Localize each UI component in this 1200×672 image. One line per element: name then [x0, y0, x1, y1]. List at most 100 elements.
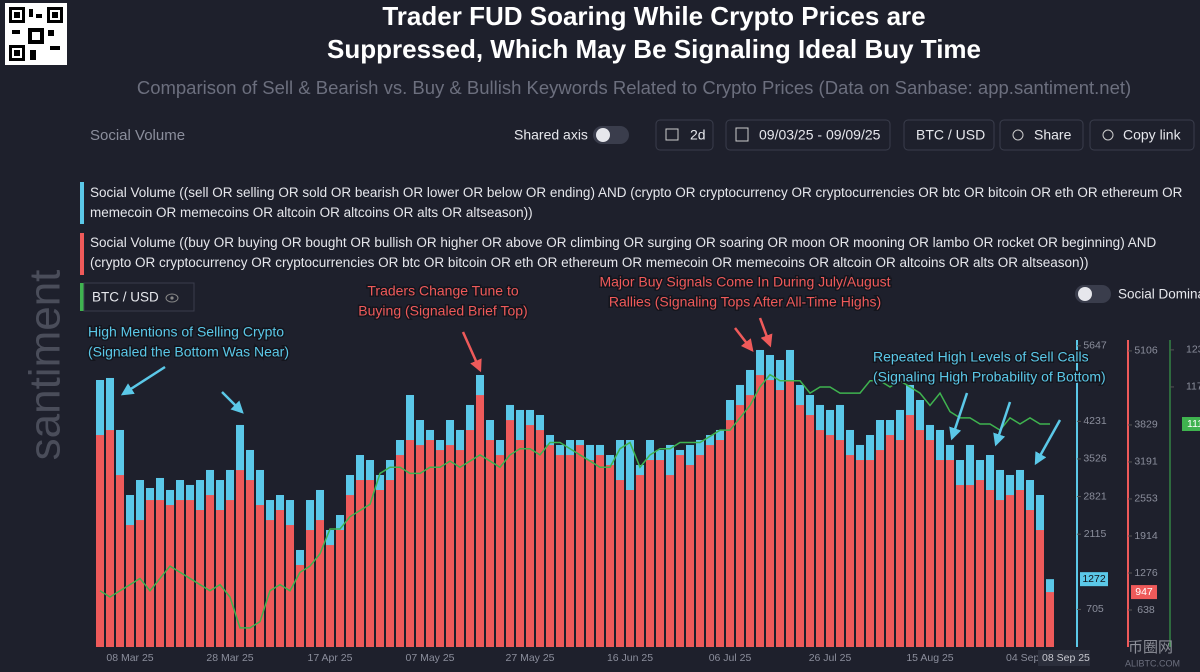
toggle[interactable]	[593, 126, 629, 144]
legend-swatch	[80, 283, 84, 311]
copy-link-button[interactable]: Copy link	[1089, 119, 1195, 151]
share-button[interactable]: Share	[999, 119, 1084, 151]
bar	[446, 445, 454, 647]
legend-text: Social Volume ((buy OR buying OR bought …	[90, 235, 1157, 270]
x-tick-label: 26 Jul 25	[809, 652, 852, 664]
y-tick-label: 2821	[1083, 490, 1107, 502]
bar	[816, 430, 824, 647]
bar	[296, 565, 304, 647]
legend-text: BTC / USD	[92, 290, 159, 305]
annotation: (Signaled the Bottom Was Near)	[88, 344, 289, 360]
toggle-label: Shared axis	[514, 127, 588, 143]
bar	[266, 520, 274, 647]
y-tick-label: 117	[1186, 381, 1200, 393]
bar	[966, 485, 974, 647]
legend-entry: Social Volume ((sell OR selling OR sold …	[90, 185, 1182, 220]
bar	[726, 420, 734, 647]
qr-code	[5, 3, 67, 65]
bar	[846, 455, 854, 647]
x-tick-label: 16 Jun 25	[607, 652, 653, 664]
bar	[1046, 592, 1054, 647]
bar	[736, 405, 744, 647]
bar	[666, 475, 674, 647]
date-range: 09/03/25 - 09/09/25	[759, 127, 881, 143]
bar	[696, 455, 704, 647]
bar	[146, 500, 154, 647]
bar	[286, 525, 294, 647]
y-tick-label: 2115	[1084, 528, 1107, 540]
bar	[416, 445, 424, 647]
bar	[126, 525, 134, 647]
x-tick-label: 08 Mar 25	[106, 652, 153, 664]
y-tick-label: 123	[1186, 344, 1200, 356]
bar	[586, 460, 594, 647]
bar	[336, 530, 344, 647]
bar	[106, 430, 114, 647]
bar	[506, 420, 514, 647]
bar	[376, 490, 384, 647]
annotation: Rallies (Signaling Tops After All-Time H…	[609, 294, 881, 310]
plot: 08 Mar 25 28 Mar 25 17 Apr 25 07 May 25 27 M…	[96, 340, 1200, 666]
bar	[396, 455, 404, 647]
eye-icon[interactable]	[165, 293, 179, 303]
bar	[996, 500, 1004, 647]
y-tick-label: 3829	[1134, 419, 1158, 431]
x-tick-label: 07 May 25	[405, 652, 454, 664]
bar	[626, 490, 634, 647]
y-tick-label: 5106	[1134, 345, 1158, 357]
bar	[926, 440, 934, 647]
bar	[636, 475, 644, 647]
bar	[326, 545, 334, 647]
bar	[546, 445, 554, 647]
toggle[interactable]	[1075, 285, 1111, 303]
bar	[486, 440, 494, 647]
bar	[386, 480, 394, 647]
bar	[656, 460, 664, 647]
crosshair-label-bg	[1038, 650, 1090, 666]
bar	[476, 395, 484, 647]
interval-button[interactable]: 2d	[655, 119, 714, 151]
bar	[576, 445, 584, 647]
y-tick-label: 705	[1086, 603, 1104, 615]
bar	[136, 520, 144, 647]
date-button[interactable]: 09/03/25 - 09/09/25	[725, 119, 891, 151]
bar	[176, 500, 184, 647]
bar	[196, 510, 204, 647]
bar	[246, 480, 254, 647]
subtitle: Comparison of Sell & Bearish vs. Buy & B…	[137, 77, 1131, 98]
x-tick-label: 28 Mar 25	[206, 652, 253, 664]
bar	[786, 380, 794, 647]
watermark: santiment	[21, 270, 70, 461]
share: Share	[1034, 127, 1072, 143]
value-badge	[1080, 572, 1108, 587]
bar	[956, 485, 964, 647]
bar	[836, 440, 844, 647]
bar	[566, 455, 574, 647]
x-tick-label: 27 May 25	[505, 652, 554, 664]
bar	[186, 500, 194, 647]
bar	[356, 480, 364, 647]
interval: 2d	[690, 127, 706, 143]
bar	[856, 460, 864, 647]
y-tick-label: 1914	[1134, 530, 1158, 542]
bar	[346, 495, 354, 647]
x-tick-label: 06 Jul 25	[709, 652, 752, 664]
bar	[526, 425, 534, 647]
toggle-label: Social Domina	[1118, 287, 1200, 302]
bar	[596, 455, 604, 647]
bar	[316, 520, 324, 647]
bar	[1016, 490, 1024, 647]
pair-button[interactable]: BTC / USD	[903, 119, 995, 151]
bar	[976, 480, 984, 647]
annotation-arrows	[120, 317, 1062, 466]
copy-link: Copy link	[1123, 127, 1182, 143]
bar	[896, 440, 904, 647]
value-badge	[1131, 585, 1157, 600]
y-tick-label: 5647	[1083, 340, 1107, 352]
bar	[746, 395, 754, 647]
bar	[1036, 530, 1044, 647]
bar	[706, 445, 714, 647]
bar	[366, 480, 374, 647]
bar	[826, 435, 834, 647]
bar	[456, 450, 464, 647]
